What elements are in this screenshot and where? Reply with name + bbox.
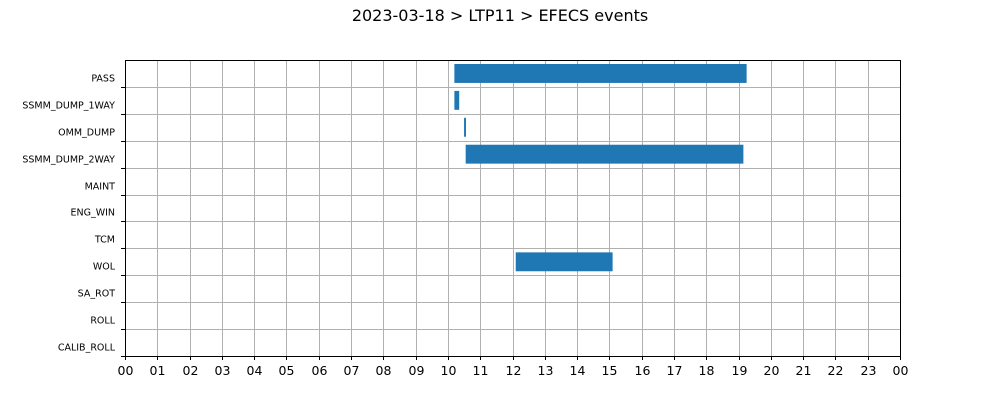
- y-tick-label-roll: ROLL: [90, 316, 115, 327]
- x-tick-label: 05: [279, 363, 295, 378]
- x-tick-label: 06: [312, 363, 328, 378]
- y-tick-label-eng-win: ENG_WIN: [70, 208, 115, 219]
- x-tick-label: 20: [764, 363, 780, 378]
- y-tick-label-maint: MAINT: [85, 182, 116, 193]
- x-tick-label: 03: [215, 363, 231, 378]
- x-tick-label: 19: [732, 363, 748, 378]
- y-tick-label-pass: PASS: [91, 74, 115, 85]
- x-tick-label: 00: [118, 363, 134, 378]
- x-tick-label: 09: [409, 363, 425, 378]
- x-tick-label: 04: [247, 363, 263, 378]
- event-bar-omm-dump: [464, 117, 466, 137]
- chart-title: 2023-03-18 > LTP11 > EFECS events: [351, 6, 649, 25]
- grid: [125, 60, 901, 357]
- x-tick-label: 12: [506, 363, 522, 378]
- event-bar-ssmm-dump-2way: [465, 144, 744, 164]
- x-tick-label: 15: [602, 363, 618, 378]
- x-tick-label: 07: [344, 363, 360, 378]
- x-tick-label: 02: [183, 363, 199, 378]
- x-tick-label: 18: [699, 363, 715, 378]
- y-tick-label-tcm: TCM: [94, 235, 115, 246]
- event-bars: [454, 64, 747, 272]
- x-tick-label: 11: [473, 363, 489, 378]
- event-bar-wol: [515, 252, 613, 272]
- event-bar-pass: [454, 64, 747, 83]
- x-tick-label: 00: [893, 363, 909, 378]
- y-tick-label-sa-rot: SA_ROT: [78, 289, 116, 300]
- x-tick-label: 14: [570, 363, 586, 378]
- y-tick-label-ssmm-dump-1way: SSMM_DUMP_1WAY: [22, 101, 115, 112]
- y-tick-label-omm-dump: OMM_DUMP: [58, 128, 115, 139]
- x-tick-label: 22: [828, 363, 844, 378]
- x-tick-label: 08: [376, 363, 392, 378]
- y-tick-label-ssmm-dump-2way: SSMM_DUMP_2WAY: [22, 155, 115, 166]
- x-axis: 00 01 02 03 04 05 06 07 08 09 10 11 12 13 14 15 16 17 18 19…: [118, 356, 909, 378]
- x-tick-label: 21: [796, 363, 812, 378]
- x-tick-label: 23: [861, 363, 877, 378]
- y-tick-label-calib-roll: CALIB_ROLL: [58, 343, 116, 354]
- y-tick-label-wol: WOL: [93, 262, 116, 273]
- x-tick-label: 13: [538, 363, 554, 378]
- x-tick-label: 17: [667, 363, 683, 378]
- x-tick-label: 01: [150, 363, 166, 378]
- x-tick-label: 10: [441, 363, 457, 378]
- x-tick-label: 16: [635, 363, 651, 378]
- y-axis: PASS SSMM_DUMP_1WAY OMM_DUMP SSMM_DUMP_2WAY…: [22, 74, 125, 357]
- event-bar-ssmm-dump-1way: [454, 90, 460, 110]
